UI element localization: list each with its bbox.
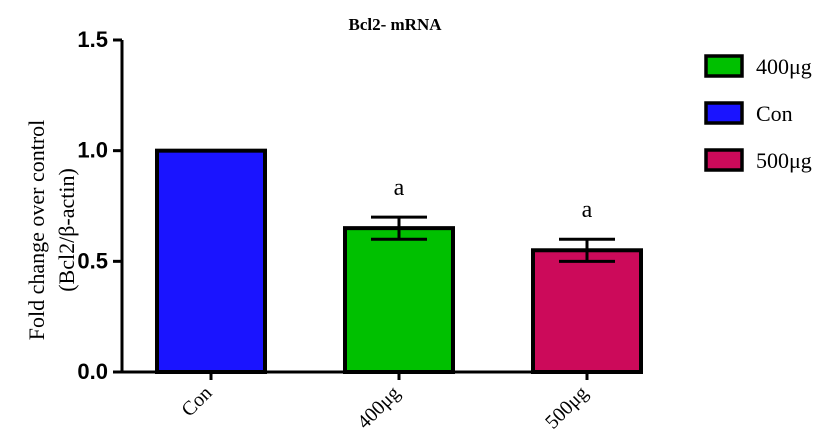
- legend-label-2: Con: [756, 101, 793, 126]
- y-tick-label-1: 0.0: [77, 359, 108, 384]
- chart-title: Bcl2- mRNA: [348, 15, 442, 34]
- legend-swatch-2: [704, 101, 744, 125]
- legend-label-3: 500μg: [756, 148, 812, 173]
- bar-2: [343, 226, 455, 374]
- y-tick-label-4: 1.5: [77, 27, 108, 52]
- legend-label-1: 400μg: [756, 54, 812, 79]
- bar-3: [531, 248, 643, 374]
- legend-swatch-1: [704, 54, 744, 78]
- y-axis-label-line1: Fold change over control: [24, 120, 49, 341]
- bar-1: [155, 148, 267, 374]
- legend-swatch-3: [704, 148, 744, 172]
- y-axis-label: Fold change over control (Bcl2/β-actin): [24, 120, 79, 341]
- y-tick-label-2: 0.5: [77, 248, 108, 273]
- significance-label-2: a: [394, 175, 405, 201]
- y-axis-label-line2: (Bcl2/β-actin): [54, 168, 79, 292]
- legend: 400μg Con 500μg: [704, 54, 812, 173]
- significance-label-3: a: [582, 197, 593, 223]
- y-tick-label-3: 1.0: [77, 138, 108, 163]
- x-tick-label-2: 400μg: [353, 382, 404, 433]
- x-tick-label-3: 500μg: [541, 382, 592, 433]
- plot-area: Con a 400μg a 500μg 0.0 0.5 1.0 1.5: [77, 27, 643, 433]
- x-tick-label-1: Con: [177, 382, 216, 421]
